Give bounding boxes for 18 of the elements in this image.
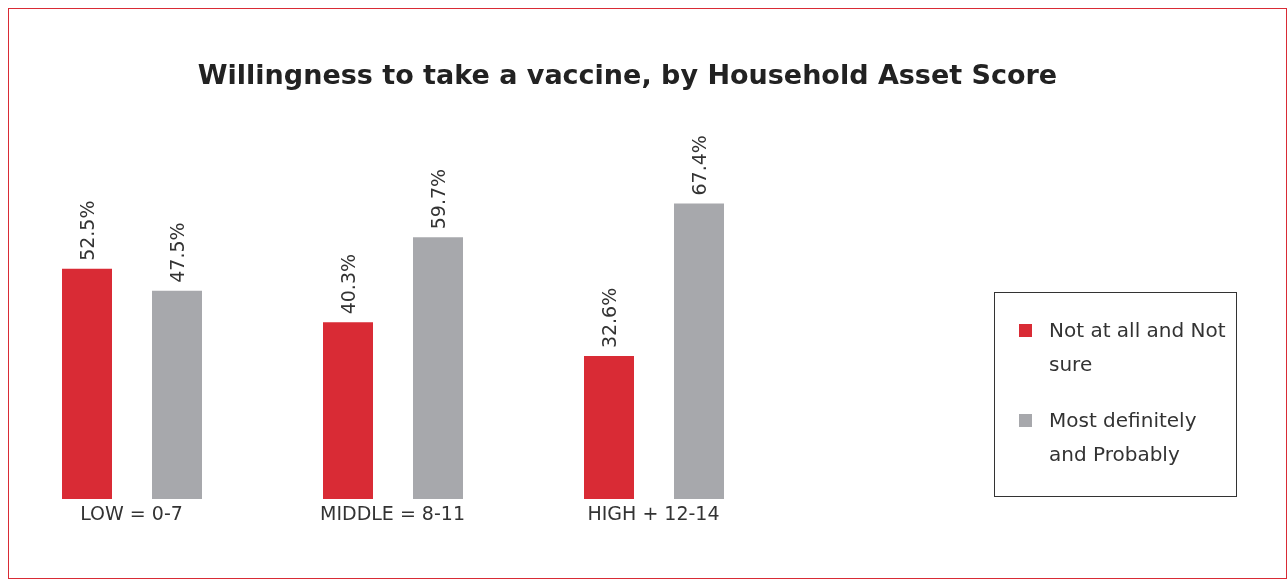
bar xyxy=(584,356,634,499)
data-label: 32.6% xyxy=(598,287,620,349)
legend-label: Not at all and Not sure xyxy=(1049,317,1226,378)
bar xyxy=(152,290,202,499)
legend-label: Most definitely and Probably xyxy=(1049,407,1198,468)
data-label: 59.7% xyxy=(427,168,449,230)
bar xyxy=(323,322,373,499)
x-tick-label: MIDDLE = 8-11 xyxy=(320,502,465,525)
bar xyxy=(62,268,112,499)
x-tick-label: HIGH + 12-14 xyxy=(587,502,720,525)
data-label: 40.3% xyxy=(337,253,359,315)
bar xyxy=(413,237,463,499)
bar xyxy=(674,203,724,499)
x-tick-label: LOW = 0-7 xyxy=(80,502,183,525)
data-label: 52.5% xyxy=(76,200,98,261)
data-label: 47.5% xyxy=(166,222,188,283)
data-label: 67.4% xyxy=(688,135,710,196)
chart-title: Willingness to take a vaccine, by Household Asset Score xyxy=(196,59,1059,90)
